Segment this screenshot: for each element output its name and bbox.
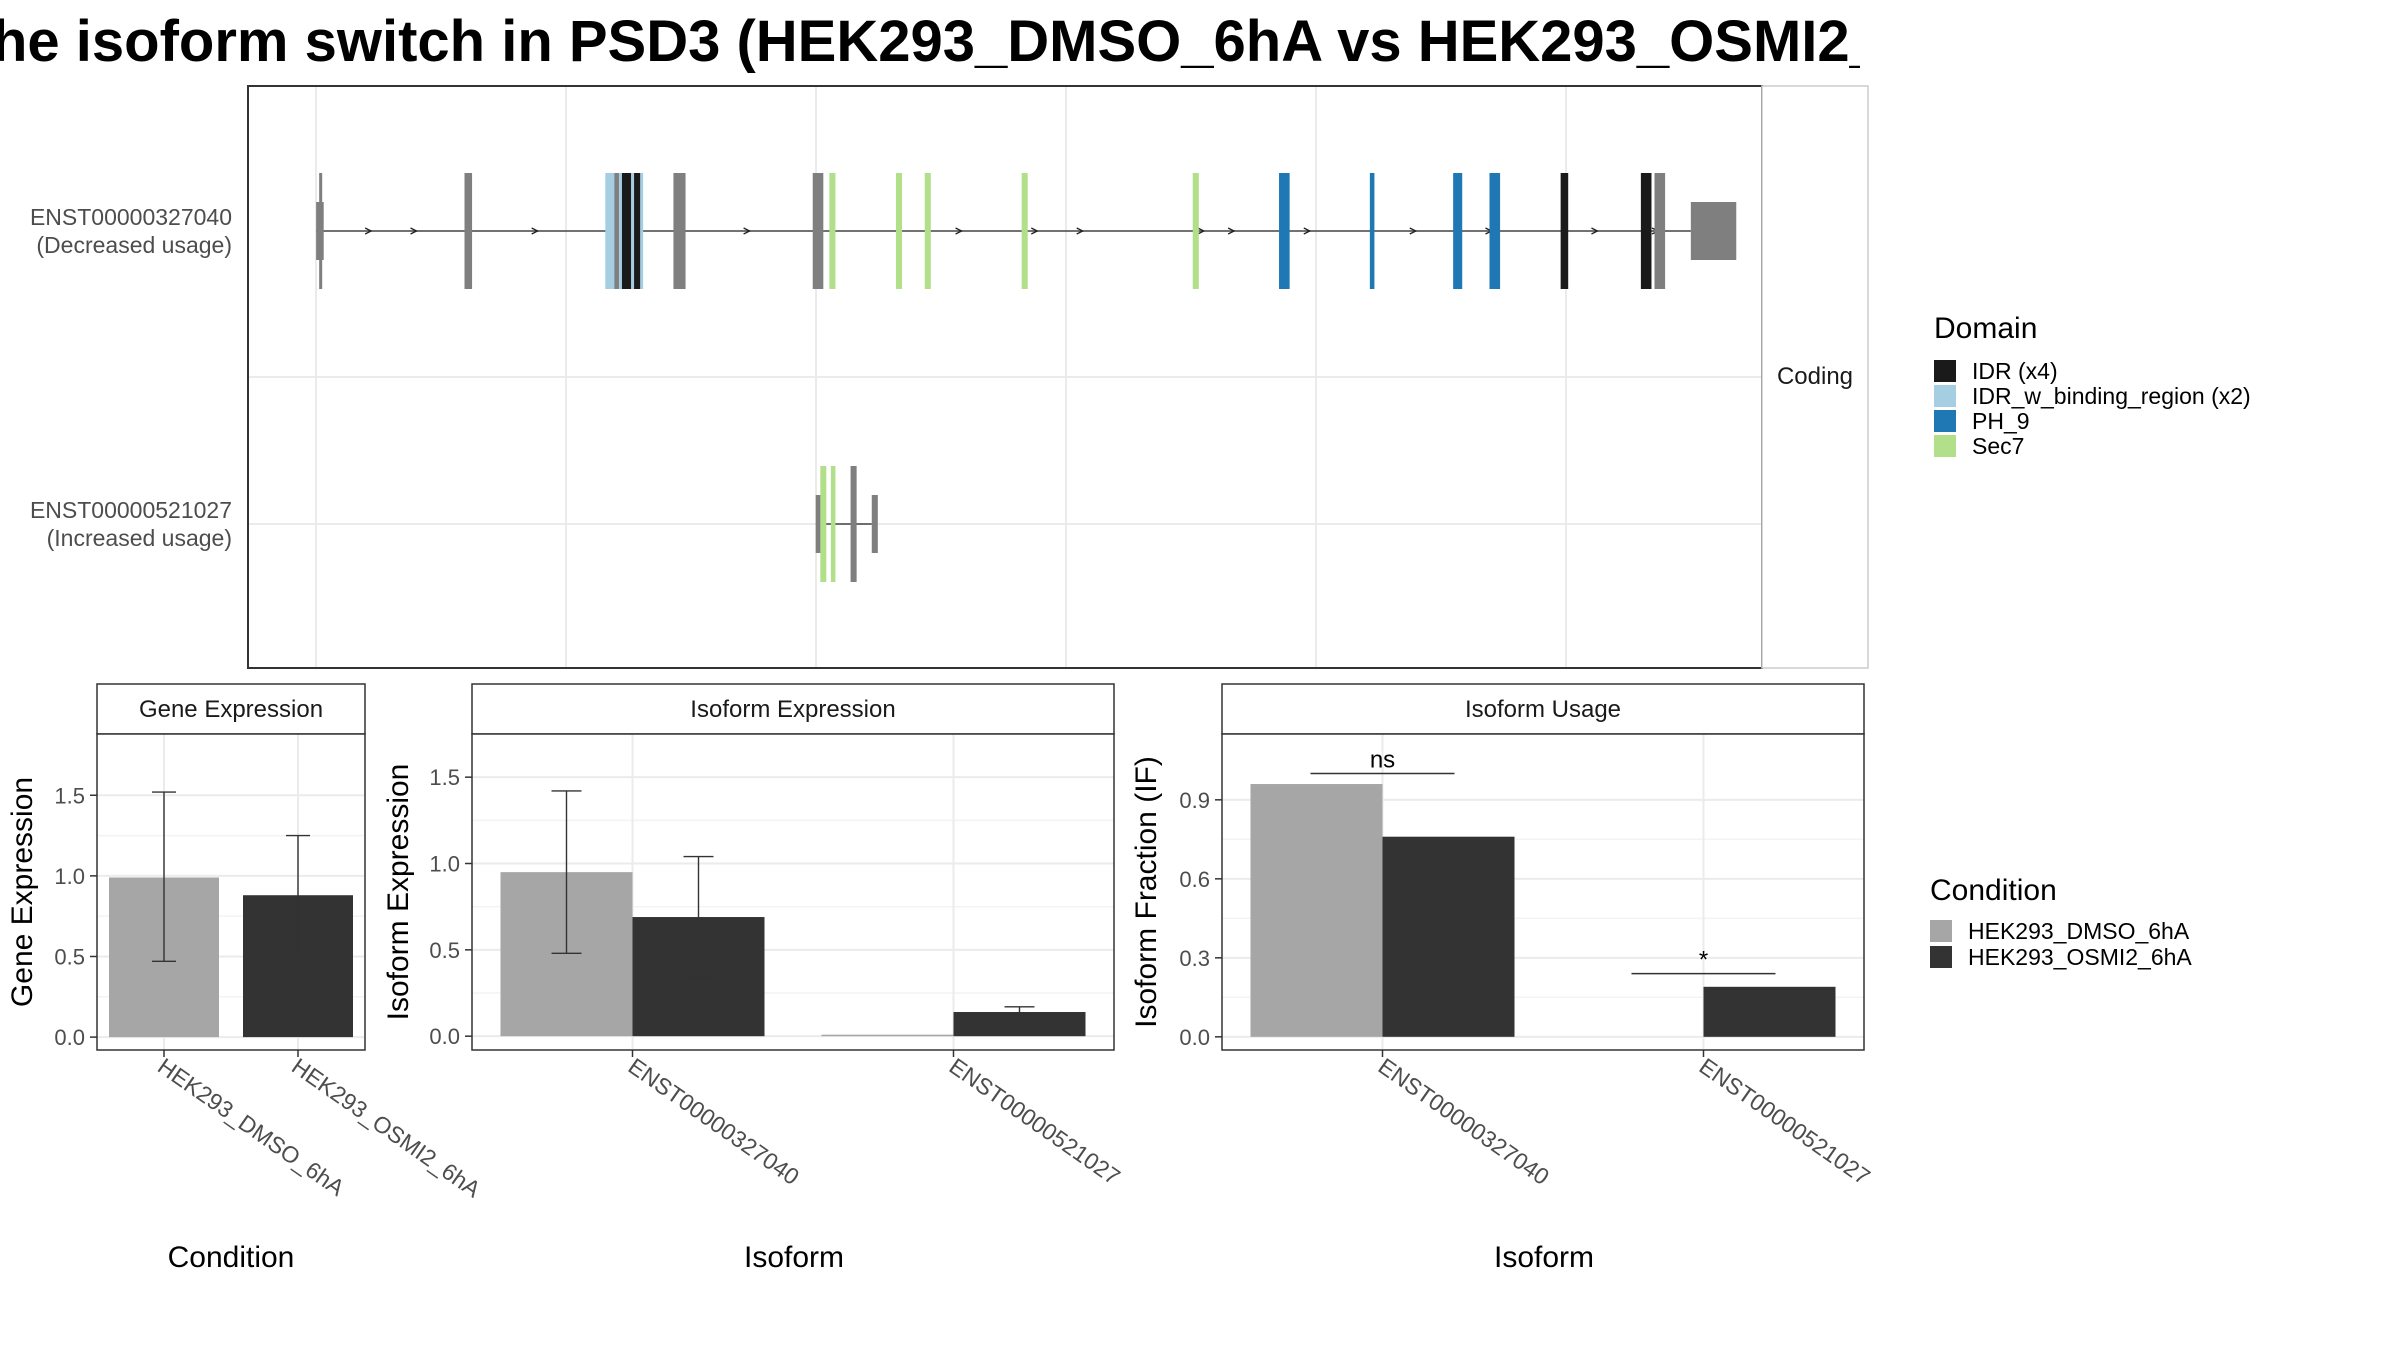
panel-strip bbox=[1221, 683, 1865, 735]
exon-block bbox=[319, 173, 323, 289]
transcript-label-enst00000327040: ENST00000327040 bbox=[30, 204, 232, 230]
intron-arrow bbox=[743, 227, 752, 235]
domain-block-sec7 bbox=[924, 173, 931, 289]
domain-legend-swatch bbox=[1934, 385, 1956, 407]
domain-block-sec7 bbox=[1192, 173, 1199, 289]
intron-arrow bbox=[1591, 227, 1599, 235]
plot-frame bbox=[96, 733, 366, 1051]
domain-block-idr bbox=[1560, 173, 1569, 289]
exon-block bbox=[614, 173, 619, 289]
exon-block bbox=[812, 173, 824, 289]
exon-block bbox=[1654, 173, 1666, 289]
panel-strip bbox=[96, 683, 366, 735]
domain-block-ph-9 bbox=[1489, 173, 1501, 289]
domain-block-idr bbox=[634, 173, 641, 289]
domain-legend-swatch bbox=[1934, 360, 1956, 382]
intron-arrow bbox=[1303, 227, 1312, 235]
y-tick-label: 1.5 bbox=[54, 783, 85, 808]
exon-block bbox=[871, 495, 878, 553]
facet-strip-label: Coding bbox=[1777, 363, 1853, 390]
domain-legend-swatch bbox=[1934, 410, 1956, 432]
y-tick-label: 1.0 bbox=[54, 864, 85, 889]
domain-block-sec7 bbox=[830, 466, 836, 582]
bar-hek293-osmi2-6ha bbox=[1382, 836, 1515, 1037]
condition-legend-swatch bbox=[1930, 920, 1952, 942]
intron-arrow bbox=[531, 227, 540, 235]
significance-label: * bbox=[1699, 947, 1708, 974]
y-axis-label: Isoform Expression bbox=[382, 764, 415, 1021]
domain-legend-label: PH_9 bbox=[1972, 408, 2030, 434]
y-tick-label: 0.5 bbox=[429, 938, 460, 963]
y-tick-label: 0.0 bbox=[1179, 1025, 1210, 1050]
domain-legend-label: Sec7 bbox=[1972, 433, 2024, 459]
intron-arrow bbox=[955, 227, 964, 235]
domain-block-ph-9 bbox=[1369, 173, 1375, 289]
intron-arrow bbox=[1227, 227, 1236, 235]
condition-legend-label: HEK293_DMSO_6hA bbox=[1968, 918, 2190, 944]
transcript-usage-label: (Increased usage) bbox=[47, 525, 232, 551]
exon-block bbox=[1690, 202, 1737, 260]
exon-block bbox=[673, 173, 686, 289]
y-tick-label: 0.0 bbox=[429, 1024, 460, 1049]
y-tick-label: 1.0 bbox=[429, 852, 460, 877]
chart-title: he isoform switch in PSD3 (HEK293_DMSO_6… bbox=[0, 9, 1860, 74]
panel-strip-title: Isoform Expression bbox=[690, 696, 895, 723]
domain-legend-label: IDR (x4) bbox=[1972, 358, 2058, 384]
exon-block bbox=[850, 466, 857, 582]
condition-legend-title: Condition bbox=[1930, 874, 2057, 907]
panel-strip-title: Isoform Usage bbox=[1465, 696, 1621, 723]
intron-arrow bbox=[1076, 227, 1085, 235]
y-axis-label: Isoform Fraction (IF) bbox=[1130, 756, 1163, 1028]
significance-label: ns bbox=[1370, 747, 1395, 774]
transcript-label-enst00000521027: ENST00000521027 bbox=[30, 497, 232, 523]
domain-legend-title: Domain bbox=[1934, 312, 2037, 345]
bar-hek293-dmso-6ha bbox=[1250, 784, 1383, 1037]
y-tick-label: 0.6 bbox=[1179, 867, 1210, 892]
domain-legend-swatch bbox=[1934, 435, 1956, 457]
y-tick-label: 0.9 bbox=[1179, 788, 1210, 813]
facet-strip bbox=[1761, 85, 1869, 669]
intron-arrow bbox=[1030, 227, 1039, 235]
domain-block-sec7 bbox=[829, 173, 836, 289]
condition-legend-swatch bbox=[1930, 946, 1952, 968]
plot-frame bbox=[1221, 733, 1865, 1051]
y-tick-label: 0.5 bbox=[54, 944, 85, 969]
y-axis-label: Gene Expression bbox=[6, 777, 39, 1007]
bar-hek293-dmso-6ha bbox=[821, 1034, 954, 1037]
x-axis-label: Isoform bbox=[744, 1241, 844, 1274]
intron-arrow bbox=[364, 227, 373, 235]
x-tick-label: ENST00000521027 bbox=[1695, 1053, 1875, 1190]
plot-frame bbox=[471, 733, 1115, 1051]
x-axis-label: Isoform bbox=[1494, 1241, 1594, 1274]
x-tick-label: ENST00000327040 bbox=[624, 1053, 804, 1190]
domain-block-idr bbox=[621, 173, 632, 289]
condition-legend-label: HEK293_OSMI2_6hA bbox=[1968, 944, 2192, 970]
y-tick-label: 1.5 bbox=[429, 765, 460, 790]
intron-arrow bbox=[410, 227, 418, 235]
transcript-usage-label: (Decreased usage) bbox=[36, 232, 232, 258]
domain-block-sec7 bbox=[820, 466, 827, 582]
intron-arrow bbox=[1197, 227, 1206, 235]
intron-arrow bbox=[1409, 227, 1418, 235]
domain-block-ph-9 bbox=[1453, 173, 1463, 289]
domain-block-sec7 bbox=[1021, 173, 1028, 289]
exon-block bbox=[815, 495, 824, 553]
x-axis-label: Condition bbox=[168, 1241, 295, 1274]
bar-hek293-osmi2-6ha bbox=[1703, 986, 1836, 1037]
y-tick-label: 0.3 bbox=[1179, 946, 1210, 971]
panel-strip-title: Gene Expression bbox=[139, 696, 323, 723]
x-tick-label: ENST00000521027 bbox=[945, 1053, 1125, 1190]
panel-strip bbox=[471, 683, 1115, 735]
domain-legend-label: IDR_w_binding_region (x2) bbox=[1972, 383, 2251, 409]
exon-block bbox=[464, 173, 473, 289]
domain-block-ph-9 bbox=[1279, 173, 1290, 289]
domain-block-sec7 bbox=[895, 173, 903, 289]
y-tick-label: 0.0 bbox=[54, 1025, 85, 1050]
x-tick-label: ENST00000327040 bbox=[1374, 1053, 1554, 1190]
domain-block-idr bbox=[1640, 173, 1652, 289]
